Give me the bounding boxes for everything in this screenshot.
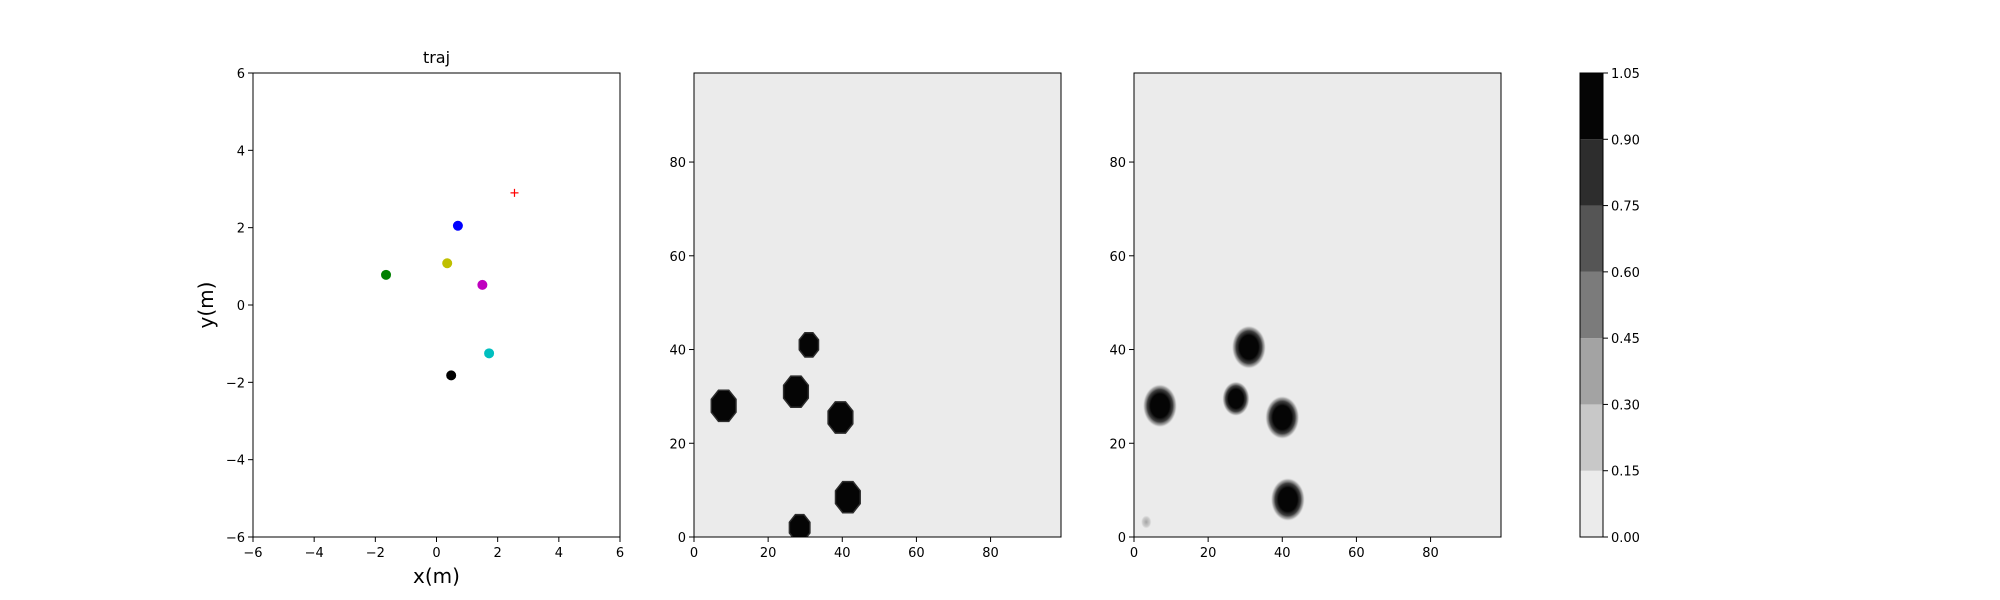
y-tick-label: −6 [226,531,245,546]
colorbar-tick-label: 0.15 [1611,465,1640,480]
traj-title: traj [423,48,450,67]
y-tick-label: 80 [1109,156,1126,171]
x-tick-label: 2 [494,546,502,561]
heatmap-1-x-ticks: 0 20 40 60 80 [690,537,999,561]
traj-x-ticks: −6 −4 −2 0 2 4 6 [243,537,624,561]
traj-points [381,188,519,381]
x-tick-label: 60 [1348,546,1365,561]
y-tick-label: 0 [237,299,245,314]
agent-point [477,279,488,290]
agent-point [484,348,495,359]
y-tick-label: 40 [669,344,686,359]
smoothed-blob [1265,395,1300,440]
colorbar-tick-label: 0.00 [1611,531,1640,546]
y-tick-label: 60 [1109,250,1126,265]
colorbar-tick-label: 1.05 [1611,67,1640,82]
colorbar-band [1580,205,1603,272]
x-tick-label: −2 [366,546,385,561]
smoothed-blob [1141,515,1152,529]
x-tick-label: 0 [1130,546,1138,561]
smoothed-blob [1222,381,1250,416]
colorbar-band [1580,139,1603,206]
traj-y-axis-label: y(m) [194,282,218,329]
heatmap-2-axes-frame [1133,72,1502,538]
y-tick-label: 6 [237,67,245,82]
x-tick-label: 40 [834,546,851,561]
x-tick-label: 40 [1274,546,1291,561]
colorbar-tick-label: 0.90 [1611,133,1640,148]
heatmap-1-y-ticks: 0 20 40 60 80 [669,156,694,546]
agent-point [446,370,457,381]
heatmap-1-axes-frame [693,72,1062,538]
colorbar-frame [1579,72,1604,538]
colorbar-band [1580,404,1603,471]
occupancy-blob [788,513,811,537]
occupancy-blob [710,389,737,423]
colorbar-tick-label: 0.75 [1611,200,1640,215]
x-tick-label: 20 [760,546,777,561]
colorbar-band [1580,470,1603,537]
heatmap-panel-2: 0 20 40 60 80 0 20 40 60 80 [1109,72,1502,561]
occupancy-blob [782,375,810,409]
x-tick-label: 80 [1422,546,1439,561]
heatmap-2-blobs [1141,325,1305,529]
colorbar-ticks: 0.00 0.15 0.30 0.45 0.60 0.75 0.90 1.05 [1603,67,1640,546]
smoothed-blob [1270,477,1305,522]
x-tick-label: 80 [982,546,999,561]
y-tick-label: −4 [226,454,245,469]
y-tick-label: 40 [1109,344,1126,359]
smoothed-blob [1231,325,1266,369]
y-tick-label: 80 [669,156,686,171]
traj-x-axis-label: x(m) [413,564,460,588]
colorbar-tick-label: 0.30 [1611,398,1640,413]
traj-plot-area [253,73,620,537]
x-tick-label: 60 [908,546,925,561]
traj-panel: −6 −4 −2 0 2 4 6 −6 −4 −2 0 2 4 6 traj x(m) y(m) [194,48,624,588]
y-tick-label: 2 [237,222,245,237]
colorbar-tick-label: 0.60 [1611,266,1640,281]
colorbar-bands [1580,73,1603,537]
heatmap-2-x-ticks: 0 20 40 60 80 [1130,537,1439,561]
y-tick-label: −2 [226,376,245,391]
y-tick-label: 0 [1118,531,1126,546]
heatmap-1-background [694,73,1061,537]
colorbar: 0.00 0.15 0.30 0.45 0.60 0.75 0.90 1.05 [1579,67,1640,546]
y-tick-label: 20 [1109,437,1126,452]
y-tick-label: 0 [678,531,686,546]
occupancy-blob [827,401,854,434]
x-tick-label: 20 [1200,546,1217,561]
heatmap-2-background [1134,73,1501,537]
x-tick-label: −4 [305,546,324,561]
occupancy-blob [834,480,861,514]
agent-point [381,269,392,280]
agent-point [442,258,453,269]
x-tick-label: 0 [690,546,698,561]
goal-plus-marker [510,188,519,197]
colorbar-tick-label: 0.45 [1611,332,1640,347]
x-tick-label: −6 [243,546,262,561]
occupancy-blob [798,331,820,358]
colorbar-band [1580,73,1603,140]
y-tick-label: 4 [237,144,245,159]
y-tick-label: 20 [669,437,686,452]
x-tick-label: 6 [616,546,624,561]
smoothed-blob [1142,384,1178,428]
colorbar-band [1580,338,1603,405]
x-tick-label: 4 [555,546,563,561]
heatmap-panel-1: 0 20 40 60 80 0 20 40 60 80 [669,72,1062,561]
x-tick-label: 0 [432,546,440,561]
y-tick-label: 60 [669,250,686,265]
heatmap-2-y-ticks: 0 20 40 60 80 [1109,156,1134,546]
agent-point [452,220,463,231]
heatmap-1-blobs [710,331,861,537]
traj-y-ticks: −6 −4 −2 0 2 4 6 [226,67,253,546]
colorbar-band [1580,271,1603,339]
